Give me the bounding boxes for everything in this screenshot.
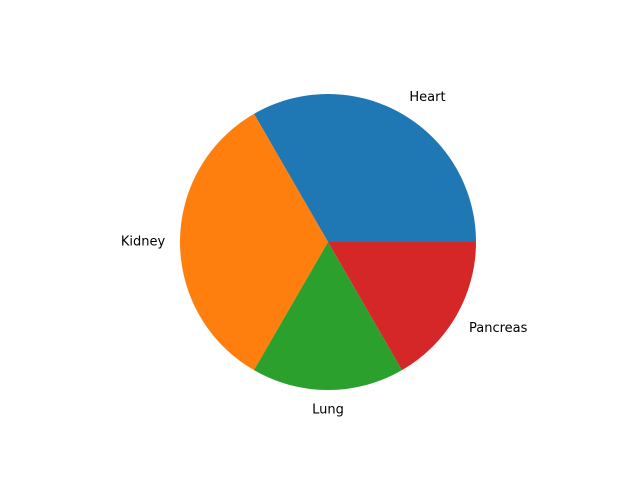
pie-slice-pancreas (328, 242, 476, 371)
pie-slice-kidney (180, 113, 328, 371)
pie-slice-heart (254, 94, 476, 242)
pie-label-pancreas: Pancreas (469, 321, 528, 336)
pie-label-lung: Lung (312, 403, 344, 418)
pie-labels: Heart Kidney Lung Pancreas (121, 90, 528, 418)
pie-slice-lung (254, 242, 402, 390)
pie-slices (180, 94, 476, 390)
pie-label-heart: Heart (409, 90, 445, 105)
pie-label-kidney: Kidney (121, 235, 166, 250)
